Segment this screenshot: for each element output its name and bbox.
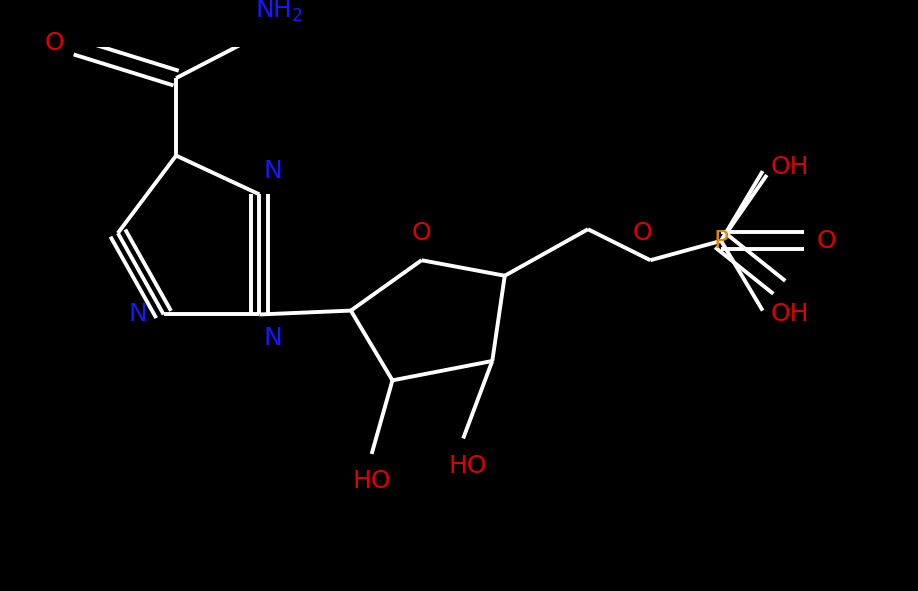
Text: O: O (412, 220, 431, 245)
Text: O: O (44, 31, 63, 55)
Text: OH: OH (771, 155, 810, 179)
Text: OH: OH (771, 303, 810, 326)
Text: O: O (633, 220, 652, 245)
Text: O: O (817, 229, 836, 253)
Text: N: N (263, 326, 282, 350)
Text: HO: HO (448, 454, 487, 478)
Text: P: P (713, 229, 729, 253)
Text: HO: HO (353, 469, 391, 493)
Text: N: N (263, 159, 282, 183)
Text: NH$_2$: NH$_2$ (255, 0, 304, 24)
Text: N: N (129, 303, 147, 326)
